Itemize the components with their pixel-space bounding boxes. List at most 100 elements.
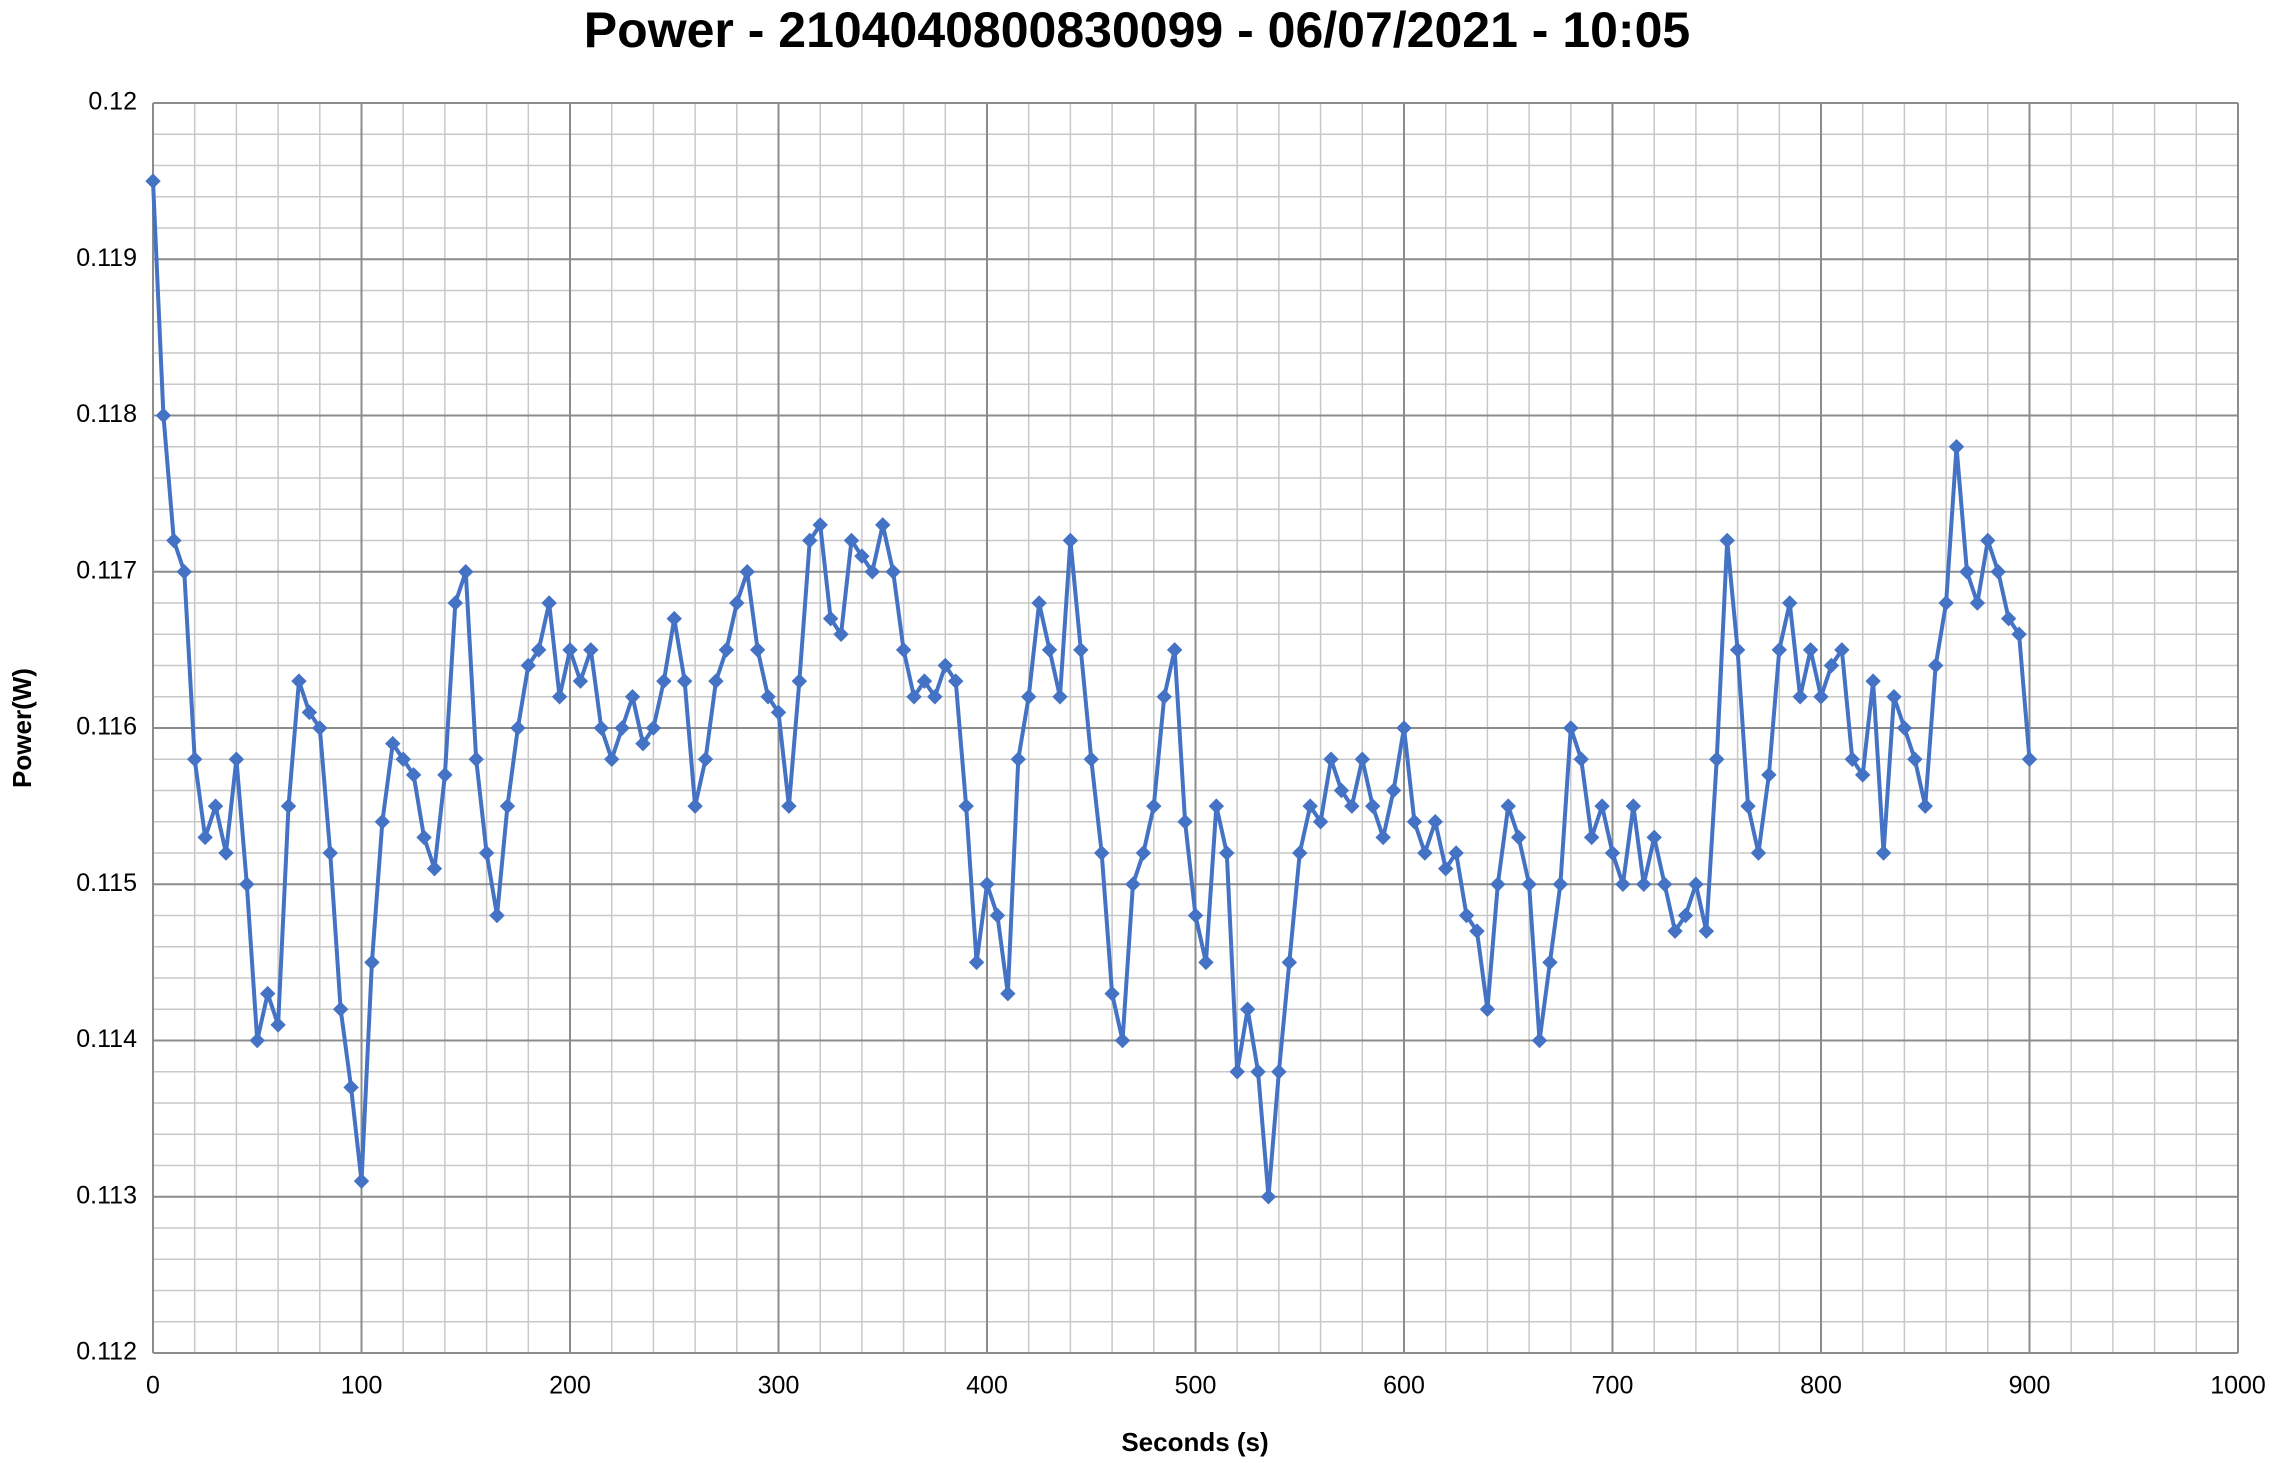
data-point xyxy=(864,564,881,580)
data-point xyxy=(708,673,724,689)
data-point xyxy=(1552,876,1569,892)
data-point xyxy=(968,954,985,971)
data-point xyxy=(562,642,578,658)
y-tick-label: 0.113 xyxy=(76,1181,137,1209)
data-point xyxy=(1761,767,1777,783)
data-point xyxy=(478,845,495,861)
data-point xyxy=(676,673,693,689)
data-point xyxy=(1114,1032,1131,1049)
x-tick-label: 900 xyxy=(2009,1372,2051,1400)
data-point xyxy=(1406,814,1423,830)
data-point xyxy=(916,673,933,689)
data-point xyxy=(1333,782,1350,799)
data-point xyxy=(437,767,453,783)
data-point xyxy=(645,720,662,736)
data-point xyxy=(280,798,297,814)
x-tick-label: 600 xyxy=(1383,1372,1425,1400)
data-point xyxy=(239,876,255,892)
data-point xyxy=(1802,642,1819,658)
data-point xyxy=(948,673,964,689)
y-tick-label: 0.116 xyxy=(76,713,137,741)
data-point xyxy=(656,673,672,689)
data-point xyxy=(1166,642,1183,658)
data-point xyxy=(1959,564,1975,580)
data-point xyxy=(1083,751,1099,767)
data-point xyxy=(1156,689,1172,705)
data-point xyxy=(1907,751,1923,767)
data-point xyxy=(1615,876,1631,892)
y-tick-label: 0.119 xyxy=(76,244,137,272)
data-point xyxy=(1563,720,1579,736)
data-point xyxy=(1208,798,1225,814)
data-point xyxy=(1886,689,1902,705)
data-point xyxy=(1969,595,1986,611)
data-point xyxy=(1031,595,1047,611)
data-point xyxy=(1865,673,1881,689)
data-point xyxy=(1531,1032,1548,1049)
data-point xyxy=(1396,720,1412,736)
data-point xyxy=(1146,798,1162,814)
data-point xyxy=(551,689,568,705)
data-point xyxy=(499,798,516,814)
data-point xyxy=(760,689,776,705)
data-point xyxy=(1229,1064,1245,1080)
data-point xyxy=(2000,610,2017,627)
data-point xyxy=(1198,954,1214,971)
data-point xyxy=(186,751,203,767)
x-tick-label: 500 xyxy=(1175,1372,1217,1400)
data-point xyxy=(1052,689,1068,705)
data-point xyxy=(895,642,912,658)
data-point xyxy=(364,954,380,971)
data-point xyxy=(1062,532,1079,549)
data-point xyxy=(729,595,745,611)
data-point xyxy=(1917,798,1933,814)
data-point xyxy=(1948,439,1965,455)
data-point xyxy=(312,720,328,736)
data-point xyxy=(1709,751,1725,767)
data-point xyxy=(885,564,901,580)
data-point xyxy=(249,1032,265,1049)
data-point xyxy=(291,673,307,689)
data-point xyxy=(207,798,224,814)
data-point xyxy=(875,517,891,533)
x-tick-label: 200 xyxy=(549,1372,591,1400)
data-point xyxy=(1604,845,1621,861)
data-point xyxy=(1854,767,1871,783)
data-point xyxy=(1177,814,1193,830)
data-point xyxy=(718,642,735,658)
data-point xyxy=(687,798,703,814)
data-point xyxy=(1573,751,1589,767)
x-tick-label: 100 xyxy=(341,1372,383,1400)
data-point xyxy=(1792,689,1808,705)
data-point xyxy=(1271,1064,1287,1080)
data-point xyxy=(1135,845,1152,861)
data-point xyxy=(739,564,755,580)
data-point xyxy=(270,1017,286,1033)
data-point xyxy=(1980,532,1996,549)
data-point xyxy=(1823,657,1840,674)
data-point xyxy=(458,564,474,580)
y-tick-label: 0.112 xyxy=(76,1338,137,1366)
data-point xyxy=(1292,845,1308,861)
data-point xyxy=(927,689,943,705)
data-point xyxy=(1698,923,1715,939)
data-point xyxy=(1073,642,1089,658)
data-point xyxy=(395,751,411,767)
data-point xyxy=(1365,798,1381,814)
data-point xyxy=(1875,845,1892,861)
data-point xyxy=(416,829,432,846)
data-point xyxy=(2021,751,2038,767)
data-point xyxy=(572,673,589,689)
data-point xyxy=(1813,689,1829,705)
data-point xyxy=(1302,798,1318,814)
data-point xyxy=(1782,595,1798,611)
data-point xyxy=(603,751,620,767)
data-point xyxy=(1469,923,1485,939)
data-point xyxy=(1375,829,1391,846)
data-point xyxy=(301,704,318,721)
x-tick-label: 400 xyxy=(966,1372,1008,1400)
data-point xyxy=(197,829,213,846)
data-point xyxy=(1104,985,1120,1002)
